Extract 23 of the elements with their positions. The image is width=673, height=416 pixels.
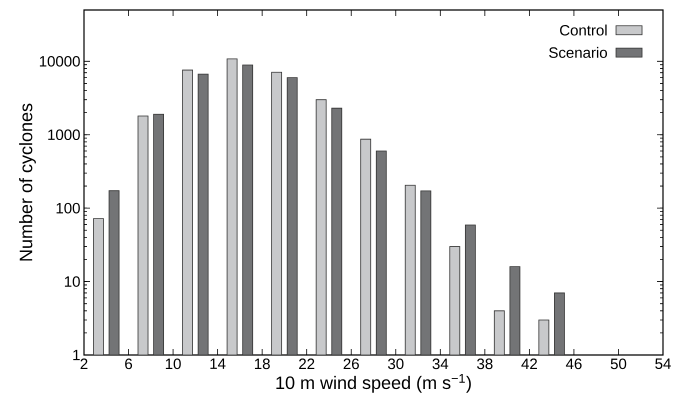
y-tick-label: 10 xyxy=(64,276,80,287)
x-tick-label: 42 xyxy=(521,358,537,370)
x-tick-label: 30 xyxy=(388,358,404,370)
x-tick-label: 34 xyxy=(432,358,448,370)
x-tick-label: 50 xyxy=(610,358,626,370)
x-tick-label: 10 xyxy=(166,358,181,370)
y-tick-label: 100 xyxy=(56,202,80,214)
x-tick-label: 6 xyxy=(125,358,132,370)
x-tick-label: 2 xyxy=(80,358,88,370)
x-tick-label: 18 xyxy=(254,358,270,370)
legend-label: Scenario xyxy=(549,46,607,58)
x-tick-label: 26 xyxy=(344,358,359,370)
x-tick-label: 22 xyxy=(299,358,314,370)
y-tick-label: 1000 xyxy=(48,129,80,140)
x-tick-label: 14 xyxy=(210,358,226,369)
y-tick-label: 10000 xyxy=(40,56,80,67)
y-axis-title: Number of cyclones xyxy=(19,104,36,261)
y-tick-label: 1 xyxy=(73,350,80,360)
x-tick-label: 38 xyxy=(477,358,493,370)
legend-label: Control xyxy=(560,24,607,36)
x-axis-title: 10 m wind speed (m s$^{−1}$) xyxy=(276,374,471,393)
x-tick-label: 54 xyxy=(655,358,671,369)
x-tick-label: 46 xyxy=(566,358,582,370)
